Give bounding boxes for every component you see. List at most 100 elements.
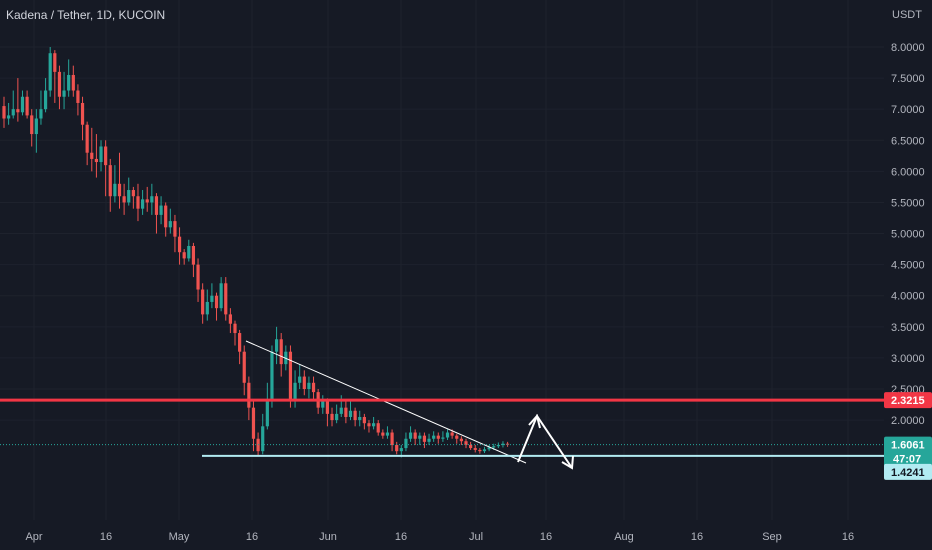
candle [422, 432, 427, 449]
candle [43, 78, 48, 113]
candle-body [228, 314, 232, 324]
candle [279, 333, 283, 377]
candle [247, 376, 251, 421]
candle-body [473, 448, 477, 450]
candle [395, 441, 399, 455]
arrowhead-up-icon [528, 413, 541, 429]
y-tick-label: 4.5000 [891, 260, 925, 272]
candle-body [413, 432, 417, 439]
candle-body [67, 74, 71, 91]
candle-body [191, 245, 196, 265]
x-tick-label: 16 [100, 531, 112, 543]
candle [168, 208, 172, 234]
price-tags: 2.3215 1.6061 47:071.4241 [884, 392, 932, 480]
candle [307, 376, 311, 399]
price-axis[interactable]: USDT 8.0000 7.5000 7.0000 6.5000 6.0000 5.500… [891, 9, 925, 427]
candle [90, 127, 94, 172]
candle [325, 398, 329, 427]
candle [298, 364, 302, 389]
candle-body [482, 449, 487, 452]
x-tick-label: 16 [395, 531, 407, 543]
x-tick-label: 16 [691, 531, 703, 543]
candle [251, 401, 256, 452]
price-tag-bg [884, 392, 932, 409]
candle [16, 78, 20, 122]
candle [30, 109, 34, 147]
candle-body [182, 252, 186, 259]
candle-body [94, 158, 98, 163]
time-axis[interactable]: Apr 16 May 16 Jun 16 Jul 16 Aug 16 Sep 16 [25, 531, 854, 543]
candle [353, 407, 357, 427]
candle [141, 190, 145, 215]
candle-body [85, 124, 89, 153]
candle-body [441, 437, 445, 439]
candle-body [136, 196, 140, 209]
candle-body [372, 423, 376, 427]
candle-body [238, 333, 242, 352]
candle-body [210, 295, 214, 302]
y-tick-label: 7.0000 [891, 104, 925, 116]
candle-body [445, 432, 450, 438]
y-tick-label: 4.0000 [891, 291, 925, 303]
x-tick-label: 16 [246, 531, 258, 543]
candle-body [62, 90, 66, 97]
x-tick-label: Sep [762, 531, 782, 543]
candle [104, 140, 108, 197]
candle [390, 429, 394, 452]
candle [302, 370, 306, 396]
candle [177, 227, 182, 265]
candle-body [80, 102, 85, 125]
candle-body [16, 109, 20, 113]
candle-body [90, 152, 94, 159]
y-tick-label: 3.5000 [891, 322, 925, 334]
candle [210, 283, 214, 309]
x-tick-label: Apr [25, 531, 42, 543]
candle [48, 47, 52, 97]
candle-body [422, 435, 427, 442]
candle [436, 432, 440, 444]
candle-body [265, 401, 269, 427]
projection-arrow[interactable] [517, 413, 573, 469]
candle-body [43, 90, 48, 110]
y-tick-label: 5.5000 [891, 197, 925, 209]
candle [53, 50, 57, 103]
candle-body [127, 190, 131, 203]
candle [367, 420, 371, 433]
x-tick-label: May [169, 531, 190, 543]
candle [136, 183, 140, 222]
candle-body [53, 53, 57, 72]
candle-body [348, 410, 353, 417]
candle-body [385, 432, 390, 436]
drawings [0, 340, 884, 470]
candle [339, 395, 343, 417]
candle [482, 446, 487, 454]
candle-body [177, 236, 182, 253]
candle [187, 239, 191, 262]
candle-body [113, 183, 117, 197]
candle [34, 109, 38, 153]
candle [413, 429, 417, 445]
candle-body [122, 196, 126, 203]
candle [94, 134, 98, 178]
candle-body [196, 264, 200, 290]
candle-body [48, 53, 52, 91]
candle [501, 441, 505, 448]
candle [432, 431, 436, 442]
candle-body [395, 444, 399, 452]
candles [2, 47, 510, 458]
candle [321, 395, 325, 414]
candle [205, 289, 209, 321]
candle [173, 214, 177, 253]
descending-trendline[interactable] [245, 340, 527, 464]
candle-body [99, 146, 103, 163]
candle-body [154, 196, 159, 215]
candle [228, 308, 232, 334]
candle [274, 326, 279, 365]
x-tick-label: 16 [540, 531, 552, 543]
candle-body [279, 339, 283, 365]
candle [159, 196, 163, 225]
candle-body [381, 432, 385, 436]
candle-body [492, 446, 496, 448]
candle [108, 158, 112, 212]
